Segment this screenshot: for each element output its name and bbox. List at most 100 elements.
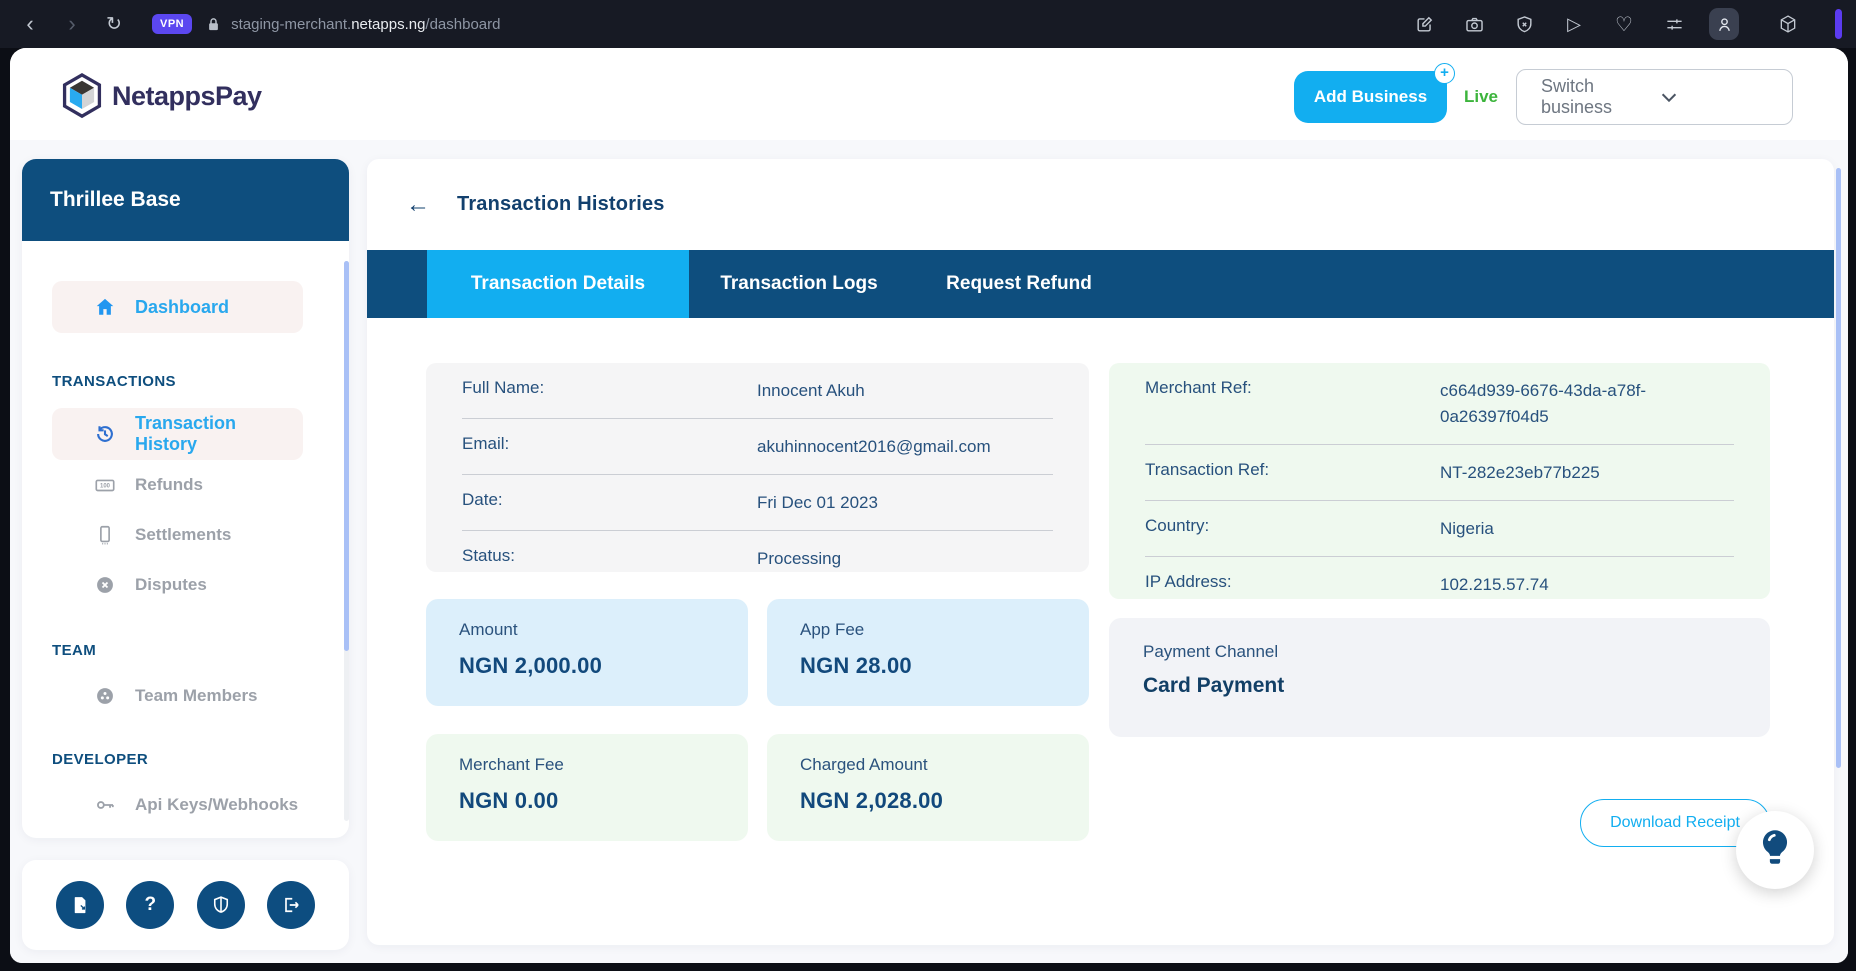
payment-channel-value: Card Payment [1143,674,1285,697]
detail-row-country: Country: Nigeria [1145,501,1734,557]
detail-label: Status: [462,546,515,565]
amount-card: Amount NGN 2,000.00 [426,599,748,706]
page-title: Transaction Histories [457,193,665,215]
browser-chrome: ‹ › ↻ VPN staging-merchant.netapps.ng/da… [0,0,1856,48]
svg-text:100: 100 [100,484,111,490]
detail-label: IP Address: [1145,572,1232,591]
amount-label: App Fee [800,620,865,639]
detail-row-merchant-ref: Merchant Ref: c664d939-6676-43da-a78f-0a… [1145,363,1734,445]
brand-logo[interactable]: NetappsPay [60,72,262,120]
plus-badge-icon: + [1434,63,1455,84]
detail-value: NT-282e23eb77b225 [1440,463,1600,482]
lock-icon [206,16,221,33]
section-title-developer: DEVELOPER [52,751,149,768]
sidebar-quick-actions: ? [22,860,349,950]
lightbulb-icon [1753,826,1797,874]
detail-label: Date: [462,490,503,509]
detail-label: Transaction Ref: [1145,460,1270,479]
chevron-down-icon [1658,86,1775,108]
live-status-label: Live [1464,87,1499,106]
sidebar-scrollbar-thumb[interactable] [344,261,349,651]
sidebar-item-label: Api Keys/Webhooks [135,795,299,814]
detail-value: 102.215.57.74 [1440,575,1549,594]
logout-icon [281,895,301,915]
amount-value: NGN 28.00 [800,653,912,678]
app-header: NetappsPay Add Business + Live Switch bu… [10,48,1848,140]
heart-icon[interactable]: ♡ [1615,13,1633,36]
compose-icon[interactable] [1409,8,1439,40]
customer-details-card: Full Name: Innocent Akuh Email: akuhinno… [426,363,1089,572]
sidebar-item-label: Team Members [135,686,258,705]
sidebar-item-dashboard[interactable]: Dashboard [52,281,303,333]
add-business-button[interactable]: Add Business + [1294,63,1455,123]
browser-toolbar-icons: ▷ ♡ [1409,8,1846,40]
sidebar-item-refunds[interactable]: 100 Refunds [52,460,303,510]
section-title-team: TEAM [52,642,97,659]
logout-button[interactable] [266,881,315,929]
detail-label: Country: [1145,516,1210,535]
help-widget-button[interactable] [1736,811,1814,889]
url-domain: netapps.ng [351,15,426,33]
switch-business-select[interactable]: Switch business [1516,69,1793,125]
detail-row-date: Date: Fri Dec 01 2023 [462,475,1053,531]
shield-icon [211,895,231,915]
browser-reload-icon[interactable]: ↻ [106,13,122,35]
home-icon [93,295,117,319]
reference-details-card: Merchant Ref: c664d939-6676-43da-a78f-0a… [1109,363,1770,599]
detail-label: Full Name: [462,378,545,397]
sidebar-item-team-members[interactable]: Team Members [52,671,303,721]
detail-row-full-name: Full Name: Innocent Akuh [462,363,1053,419]
detail-value: Nigeria [1440,519,1494,538]
sidebar-item-label: Refunds [135,475,203,494]
vpn-badge[interactable]: VPN [152,14,193,34]
sidebar-item-label: Transaction History [135,413,237,454]
sidebar-item-disputes[interactable]: Disputes [52,560,303,610]
switch-business-value: Switch business [1541,76,1613,117]
payment-channel-card: Payment Channel Card Payment [1109,618,1770,737]
business-name: Thrillee Base [50,188,181,211]
amount-label: Amount [459,620,518,639]
charged-amount-card: Charged Amount NGN 2,028.00 [767,734,1089,841]
back-arrow-icon[interactable]: ← [406,190,430,218]
sidebar-item-settlements[interactable]: Settlements [52,510,303,560]
merchant-fee-card: Merchant Fee NGN 0.00 [426,734,748,841]
document-icon [70,895,90,915]
detail-row-ip-address: IP Address: 102.215.57.74 [1145,557,1734,612]
help-button[interactable]: ? [126,881,175,929]
tab-request-refund[interactable]: Request Refund [946,273,1092,294]
amount-value: NGN 2,000.00 [459,653,603,678]
question-icon: ? [144,894,157,915]
send-icon[interactable]: ▷ [1567,14,1581,34]
tab-transaction-logs[interactable]: Transaction Logs [720,273,878,294]
detail-value: akuhinnocent2016@gmail.com [757,437,991,456]
sidebar-item-label: Settlements [135,525,232,544]
address-bar[interactable]: staging-merchant.netapps.ng/dashboard [231,16,500,33]
terms-document-button[interactable] [56,881,104,929]
detail-row-email: Email: akuhinnocent2016@gmail.com [462,419,1053,475]
sliders-icon[interactable] [1659,8,1689,40]
tab-transaction-details[interactable]: Transaction Details [427,250,689,318]
extension-cube-icon[interactable] [1773,8,1803,40]
key-icon [93,793,117,817]
shield-x-icon[interactable] [1509,8,1539,40]
section-title-transactions: TRANSACTIONS [52,373,176,390]
detail-label: Merchant Ref: [1145,378,1252,397]
detail-value: Fri Dec 01 2023 [757,493,878,512]
sidebar-item-api-keys[interactable]: Api Keys/Webhooks [52,780,303,830]
profile-icon[interactable] [1709,8,1739,40]
sidebar: Thrillee Base Dashboard TRANSACTIONS Tra… [22,159,349,838]
amount-label: Merchant Fee [459,755,564,774]
panel-title-row: ← Transaction Histories [367,159,1834,250]
page-scrollbar-thumb[interactable] [1836,168,1841,768]
browser-forward-icon[interactable]: › [68,11,76,36]
status-value: Processing [757,549,842,568]
security-button[interactable] [196,881,245,929]
sidebar-item-transaction-history[interactable]: Transaction History [52,408,303,460]
business-name-header: Thrillee Base [22,159,349,241]
x-circle-icon [93,573,117,597]
camera-icon[interactable] [1459,8,1489,40]
detail-value: Innocent Akuh [757,381,865,400]
url-path: /dashboard [425,15,501,33]
app-fee-card: App Fee NGN 28.00 [767,599,1089,706]
browser-back-icon[interactable]: ‹ [26,11,34,36]
